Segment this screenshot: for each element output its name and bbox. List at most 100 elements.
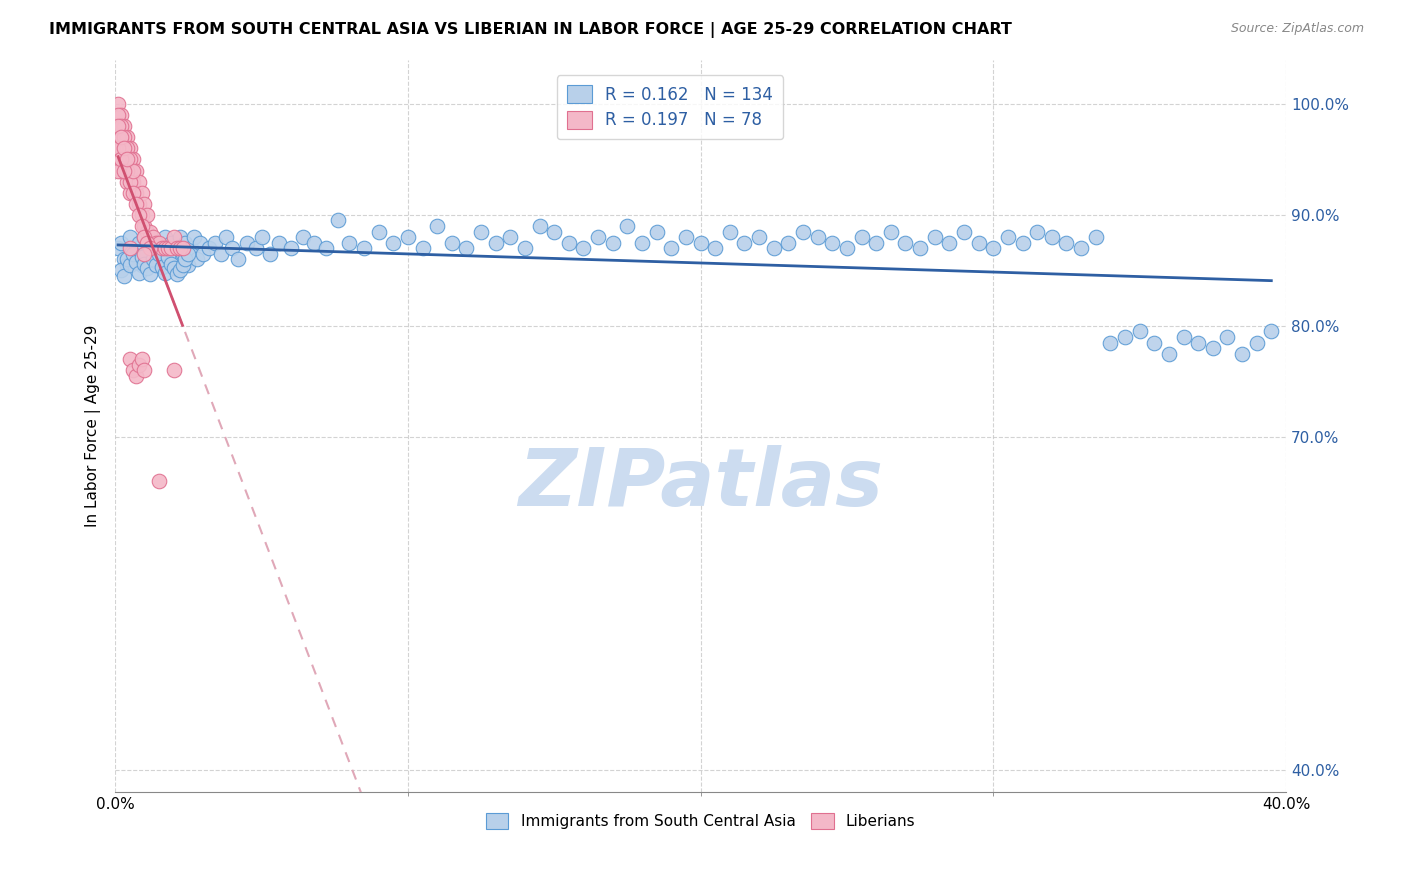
Point — [112, 252, 135, 267]
Point — [150, 241, 173, 255]
Point — [412, 241, 434, 255]
Point — [107, 119, 129, 133]
Point — [183, 230, 205, 244]
Point — [121, 153, 143, 167]
Point — [172, 247, 194, 261]
Point — [734, 235, 756, 250]
Point — [456, 241, 478, 255]
Point — [186, 252, 208, 267]
Point — [153, 266, 176, 280]
Point — [616, 219, 638, 233]
Point — [110, 130, 132, 145]
Point — [131, 219, 153, 233]
Point — [136, 247, 159, 261]
Point — [880, 225, 903, 239]
Point — [499, 230, 522, 244]
Point — [778, 235, 800, 250]
Point — [174, 252, 197, 267]
Point — [762, 241, 785, 255]
Point — [513, 241, 536, 255]
Point — [172, 258, 194, 272]
Point — [142, 252, 165, 267]
Point — [1187, 335, 1209, 350]
Point — [107, 108, 129, 122]
Point — [107, 141, 129, 155]
Text: ZIPatlas: ZIPatlas — [517, 445, 883, 524]
Point — [115, 258, 138, 272]
Point — [1129, 325, 1152, 339]
Point — [128, 235, 150, 250]
Point — [118, 241, 141, 255]
Point — [177, 258, 200, 272]
Point — [148, 475, 170, 489]
Point — [1099, 335, 1122, 350]
Point — [529, 219, 551, 233]
Point — [1026, 225, 1049, 239]
Point — [131, 250, 153, 264]
Point — [337, 235, 360, 250]
Point — [1157, 346, 1180, 360]
Point — [302, 235, 325, 250]
Point — [107, 130, 129, 145]
Point — [156, 247, 179, 261]
Point — [543, 225, 565, 239]
Legend: Immigrants from South Central Asia, Liberians: Immigrants from South Central Asia, Libe… — [479, 806, 922, 836]
Point — [748, 230, 770, 244]
Point — [112, 163, 135, 178]
Point — [485, 235, 508, 250]
Point — [139, 267, 162, 281]
Point — [142, 230, 165, 244]
Point — [128, 208, 150, 222]
Point — [145, 258, 167, 272]
Point — [110, 130, 132, 145]
Point — [118, 163, 141, 178]
Y-axis label: In Labor Force | Age 25-29: In Labor Force | Age 25-29 — [86, 325, 101, 527]
Point — [128, 175, 150, 189]
Point — [315, 241, 337, 255]
Point — [107, 119, 129, 133]
Text: Source: ZipAtlas.com: Source: ZipAtlas.com — [1230, 22, 1364, 36]
Point — [139, 235, 162, 250]
Point — [107, 163, 129, 178]
Point — [128, 266, 150, 280]
Point — [894, 235, 917, 250]
Point — [1173, 330, 1195, 344]
Point — [470, 225, 492, 239]
Point — [245, 241, 267, 255]
Point — [191, 247, 214, 261]
Point — [1246, 335, 1268, 350]
Point — [236, 235, 259, 250]
Point — [148, 247, 170, 261]
Point — [159, 257, 181, 271]
Point — [426, 219, 449, 233]
Point — [136, 225, 159, 239]
Point — [159, 235, 181, 250]
Point — [163, 261, 186, 276]
Point — [1084, 230, 1107, 244]
Point — [115, 141, 138, 155]
Point — [150, 260, 173, 274]
Point — [134, 247, 156, 261]
Point — [156, 241, 179, 255]
Point — [110, 235, 132, 250]
Point — [107, 141, 129, 155]
Point — [166, 241, 188, 255]
Text: IMMIGRANTS FROM SOUTH CENTRAL ASIA VS LIBERIAN IN LABOR FORCE | AGE 25-29 CORREL: IMMIGRANTS FROM SOUTH CENTRAL ASIA VS LI… — [49, 22, 1012, 38]
Point — [198, 241, 221, 255]
Point — [440, 235, 463, 250]
Point — [115, 130, 138, 145]
Point — [131, 208, 153, 222]
Point — [134, 230, 156, 244]
Point — [821, 235, 844, 250]
Point — [139, 225, 162, 239]
Point — [586, 230, 609, 244]
Point — [1114, 330, 1136, 344]
Point — [602, 235, 624, 250]
Point — [572, 241, 595, 255]
Point — [209, 247, 232, 261]
Point — [631, 235, 654, 250]
Point — [121, 186, 143, 200]
Point — [835, 241, 858, 255]
Point — [110, 263, 132, 277]
Point — [112, 153, 135, 167]
